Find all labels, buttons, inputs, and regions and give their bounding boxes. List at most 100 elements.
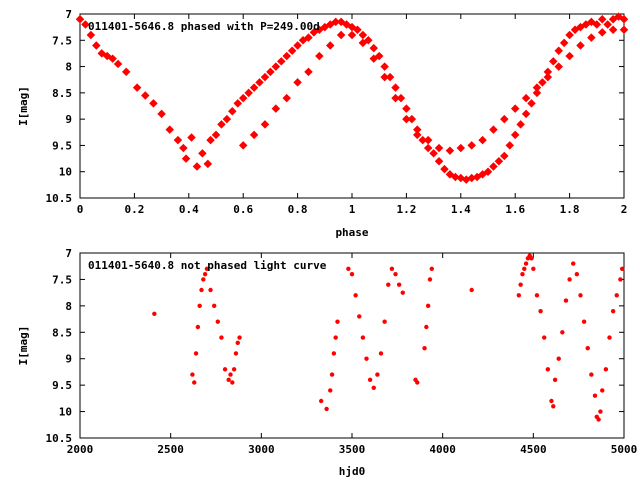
chart-1-data-point xyxy=(483,167,493,176)
chart-2-data-point xyxy=(542,335,547,340)
chart-1-data-point xyxy=(597,15,607,24)
chart-2-y-axis-label: I[mag] xyxy=(17,326,30,366)
chart-1-data-point xyxy=(331,17,340,27)
chart-2-x-tick-label: 3000 xyxy=(248,443,275,456)
chart-2-data-point xyxy=(208,287,213,293)
chart-1-data-point xyxy=(277,57,286,66)
chart-1-data-point xyxy=(260,72,270,82)
chart-1-data-point xyxy=(380,72,389,82)
chart-1-data-point xyxy=(282,93,291,103)
chart-1-data-point xyxy=(233,99,243,108)
chart-1-data-point xyxy=(293,78,302,87)
chart-1-y-axis-label: I[mag] xyxy=(17,86,30,126)
chart-1-y-tick-label: 8.5 xyxy=(52,87,72,100)
chart-2-data-point xyxy=(364,356,369,361)
chart-1-data-point xyxy=(157,109,166,119)
chart-1-data-point xyxy=(423,143,433,153)
chart-2-data-point xyxy=(469,287,474,293)
chart-2-x-tick-label: 4000 xyxy=(429,443,456,456)
chart-1-data-point xyxy=(192,162,202,171)
chart-2-data-point xyxy=(603,367,609,372)
chart-1-data-point xyxy=(597,28,607,37)
chart-1-y-tick-label: 9 xyxy=(65,113,72,126)
chart-2-data-point xyxy=(375,372,380,377)
chart-1-y-tick-label: 9.5 xyxy=(52,139,72,152)
chart-1-data-point xyxy=(113,59,123,69)
chart-2-data-point xyxy=(197,303,202,309)
chart-2-data-point xyxy=(415,380,420,385)
chart-1-data-point xyxy=(549,57,558,66)
chart-1-data-point xyxy=(521,109,531,119)
chart-1-plot-frame xyxy=(79,13,625,199)
chart-2-y-tick-label: 8.5 xyxy=(52,326,72,339)
chart-1-data-point xyxy=(434,156,444,166)
chart-1-data-point xyxy=(206,135,215,145)
chart-1-data-point xyxy=(527,99,536,108)
chart-2-data-point xyxy=(346,266,351,272)
chart-2-data-point xyxy=(534,293,540,298)
chart-1-data-point xyxy=(187,133,196,142)
chart-2-data-point xyxy=(215,319,221,324)
chart-2-data-point xyxy=(335,319,340,324)
chart-1-data-point xyxy=(489,162,498,171)
chart-1-data-point xyxy=(217,120,226,129)
chart-1-data-point xyxy=(494,156,504,166)
chart-2-y-tick-label: 10 xyxy=(59,406,72,419)
chart-2-data-point xyxy=(396,282,402,287)
chart-2-data-point xyxy=(199,287,204,293)
chart-2-data-point xyxy=(353,293,358,298)
chart-2-data-point xyxy=(425,303,431,309)
chart-2-data-point xyxy=(589,372,594,377)
chart-1-data-point xyxy=(456,143,466,153)
chart-1-data-point xyxy=(238,93,248,103)
chart-2-data-point xyxy=(230,380,235,385)
chart-1-data-point xyxy=(467,173,476,183)
chart-1-data-point xyxy=(92,41,101,50)
chart-2-data-point xyxy=(516,293,522,298)
chart-1-data-point xyxy=(222,114,232,124)
chart-2-data-point xyxy=(233,351,239,356)
chart-1-data-point xyxy=(608,25,618,35)
chart-2-data-point xyxy=(195,324,201,330)
chart-1-data-point xyxy=(358,30,368,40)
chart-1-data-point xyxy=(543,72,553,82)
chart-1-data-point xyxy=(603,20,612,29)
chart-2-data-point xyxy=(585,345,590,351)
chart-1-data-point xyxy=(434,143,444,153)
chart-2-data-point xyxy=(367,377,373,383)
chart-2-data-point xyxy=(592,393,598,398)
chart-2-data-point xyxy=(193,351,199,356)
chart-2-data-point xyxy=(429,266,434,272)
chart-1-data-point xyxy=(198,149,207,158)
chart-1-y-tick-label: 7 xyxy=(65,8,72,21)
chart-1-data-point xyxy=(255,78,264,87)
chart-1-data-point xyxy=(173,135,183,145)
chart-1-y-tick-label: 10.5 xyxy=(46,192,73,205)
chart-1-data-point xyxy=(203,159,213,169)
chart-2-data-point xyxy=(549,398,554,404)
chart-1-x-tick-label: 0.2 xyxy=(124,203,144,216)
chart-1-data-point xyxy=(391,83,400,92)
chart-1-data-point xyxy=(423,135,433,145)
chart-1-data-point xyxy=(554,46,563,56)
chart-1-data-point xyxy=(293,41,302,50)
chart-1-data-point xyxy=(336,30,346,40)
chart-1-data-point xyxy=(440,164,449,174)
chart-2-data-point xyxy=(422,345,427,351)
chart-2-data-point xyxy=(538,308,543,314)
chart-2-data-point xyxy=(523,261,529,266)
chart-2-data-point xyxy=(598,409,603,414)
chart-2-data-point xyxy=(574,271,580,277)
chart-2-data-point xyxy=(211,303,217,309)
chart-2-data-point xyxy=(520,271,525,277)
chart-2-data-point xyxy=(360,335,366,340)
chart-2-data-point xyxy=(222,367,228,372)
chart-2-data-point xyxy=(204,266,210,272)
chart-1-data-point xyxy=(554,62,563,71)
chart-2-data-point xyxy=(552,377,558,383)
chart-2-data-point xyxy=(529,256,534,261)
chart-2-data-point xyxy=(607,335,612,340)
chart-1-data-point xyxy=(418,135,427,145)
chart-2-data-point xyxy=(551,404,556,409)
chart-1-data-point xyxy=(238,141,248,150)
